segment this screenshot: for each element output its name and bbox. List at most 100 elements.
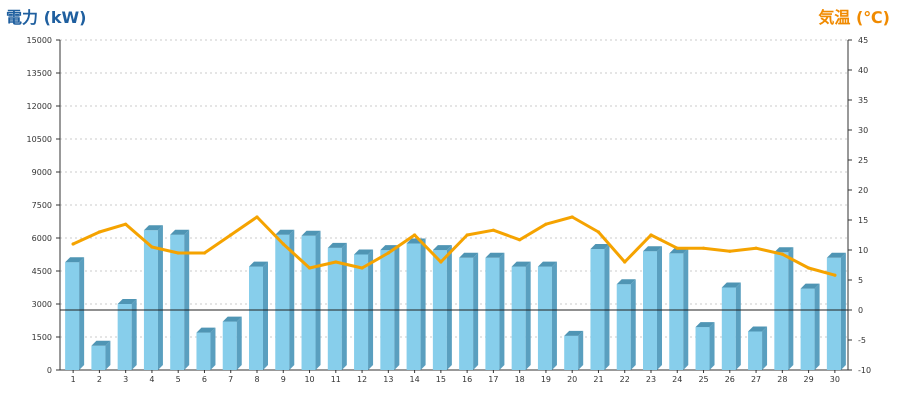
bar (537, 261, 557, 370)
bar-top (65, 257, 85, 263)
bar-front (669, 253, 684, 370)
x-tick-label: 29 (804, 375, 814, 384)
x-tick-label: 17 (488, 375, 498, 384)
temperature-point (780, 252, 784, 256)
bar-side (525, 261, 531, 370)
bar-front (406, 243, 421, 370)
x-tick-label: 21 (593, 375, 603, 384)
bar (669, 248, 689, 370)
right-tick-label: 5 (858, 276, 863, 285)
bar-side (788, 247, 794, 370)
bar-side (683, 248, 689, 370)
temperature-point (570, 215, 574, 219)
bar-side (184, 229, 190, 370)
left-axis-title: 電力 (kW) (6, 8, 87, 27)
bar (643, 246, 662, 370)
bar-side (315, 230, 321, 370)
bar (380, 245, 400, 370)
bar (65, 257, 85, 370)
right-axis-title: 気温 (℃) (818, 8, 890, 27)
bar-front (616, 284, 631, 370)
bar-top (249, 261, 268, 267)
temperature-point (596, 230, 601, 234)
left-tick-label: 4500 (32, 267, 52, 276)
bar-front (249, 266, 263, 370)
bar-side (657, 246, 662, 370)
temperature-point (701, 246, 706, 250)
bar-front (327, 247, 342, 370)
x-tick-label: 11 (331, 375, 341, 384)
left-tick-label: 10500 (27, 135, 52, 144)
x-tick-label: 30 (830, 375, 840, 384)
x-tick-label: 28 (777, 375, 787, 384)
x-tick-label: 26 (725, 375, 735, 384)
left-tick-label: 9000 (32, 168, 52, 177)
left-tick-label: 1500 (32, 333, 52, 342)
temperature-point (754, 246, 758, 250)
bar-side (499, 252, 505, 370)
bar-side (420, 238, 426, 370)
x-tick-label: 23 (646, 375, 656, 384)
bar (196, 327, 216, 370)
bar-front (721, 287, 736, 370)
right-tick-label: 35 (858, 96, 868, 105)
right-tick-label: 40 (858, 66, 868, 75)
bar-top (301, 230, 321, 236)
bar (748, 326, 768, 370)
bar-side (210, 327, 216, 370)
bar-top (800, 283, 820, 289)
bar-side (131, 299, 137, 370)
bar-top (170, 229, 190, 235)
bar (249, 261, 268, 370)
bar-top (721, 282, 741, 288)
right-tick-label: 25 (858, 156, 868, 165)
bar (327, 242, 347, 370)
bar-top (590, 244, 610, 249)
right-tick-label: 30 (858, 126, 868, 135)
temperature-point (71, 242, 75, 246)
right-tick-label: 20 (858, 186, 868, 195)
temperature-point (544, 222, 548, 226)
bar-front (774, 252, 789, 370)
x-tick-label: 3 (123, 375, 128, 384)
right-tick-label: 15 (858, 216, 868, 225)
bar-side (840, 252, 846, 370)
temperature-point (386, 251, 390, 255)
left-tick-label: 7500 (32, 201, 52, 210)
x-tick-label: 24 (672, 375, 682, 384)
bar (774, 247, 794, 370)
right-tick-label: 10 (858, 246, 868, 255)
bar-front (275, 234, 290, 370)
bar-front (643, 251, 657, 370)
left-tick-label: 3000 (32, 300, 52, 309)
x-tick-label: 7 (228, 375, 233, 384)
bar (117, 299, 137, 370)
bar-top (826, 252, 846, 258)
x-tick-label: 16 (462, 375, 472, 384)
temperature-point (491, 228, 495, 232)
x-tick-label: 8 (254, 375, 259, 384)
temperature-point (229, 233, 233, 237)
bar-top (485, 252, 505, 258)
bar-top (774, 247, 794, 253)
x-tick-label: 10 (304, 375, 314, 384)
bar-side (473, 252, 479, 370)
temperature-point (124, 222, 128, 226)
left-tick-label: 12000 (27, 102, 52, 111)
temperature-point (97, 230, 101, 234)
temperature-point (334, 260, 338, 264)
bar-top (327, 242, 347, 248)
bar-front (196, 332, 211, 370)
right-tick-label: 0 (858, 306, 863, 315)
bar-side (263, 261, 268, 370)
bar-side (157, 225, 163, 370)
temperature-point (439, 260, 443, 264)
temperature-point (675, 246, 679, 250)
bar (800, 283, 820, 370)
left-tick-label: 6000 (32, 234, 52, 243)
bar (564, 330, 584, 370)
temperature-point (833, 273, 837, 277)
bar-top (354, 249, 374, 255)
bar (721, 282, 741, 370)
bar-top (564, 330, 584, 336)
